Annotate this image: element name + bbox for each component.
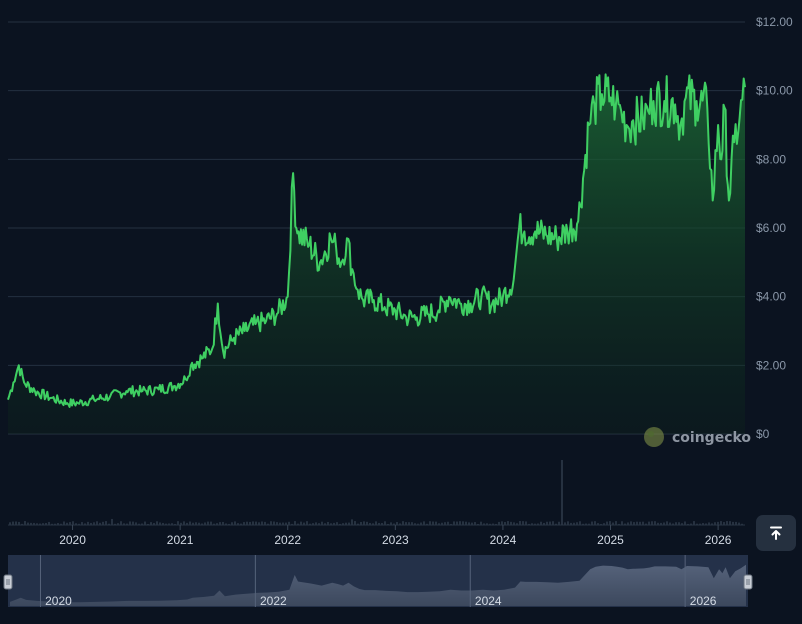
y-tick-label: $2.00 (756, 358, 786, 372)
grid-lines (8, 21, 745, 435)
x-tick-label: 2020 (59, 533, 86, 547)
x-tick-label: 2021 (167, 533, 194, 547)
brand-name: coingecko (672, 430, 751, 446)
y-tick-label: $10.00 (756, 84, 793, 98)
arrow-up-to-line-icon (770, 526, 782, 540)
y-tick-label: $0 (756, 427, 770, 441)
price-area (8, 74, 745, 435)
x-tick-label: 2025 (597, 533, 624, 547)
navigator-area (10, 564, 746, 606)
navigator-tick-label: 2022 (260, 594, 287, 608)
y-tick-label: $8.00 (756, 152, 786, 166)
x-tick-label: 2023 (382, 533, 409, 547)
price-line (7, 73, 746, 408)
range-navigator[interactable]: 2020 2022 2024 2026 (3, 555, 753, 608)
y-tick-label: $12.00 (756, 15, 793, 29)
y-tick-label: $4.00 (756, 290, 786, 304)
navigator-tick-label: 2024 (475, 594, 502, 608)
x-tick-label: 2022 (274, 533, 301, 547)
volume-bars (9, 460, 743, 525)
x-tick-label: 2026 (705, 533, 732, 547)
navigator-tick-label: 2020 (45, 594, 72, 608)
coingecko-watermark: coingecko (644, 427, 751, 447)
x-axis: 2020 2021 2022 2023 2024 2025 2026 (59, 525, 732, 547)
y-tick-label: $6.00 (756, 221, 786, 235)
gecko-icon (644, 427, 664, 447)
navigator-right-handle[interactable] (743, 574, 753, 590)
x-tick-label: 2024 (490, 533, 517, 547)
navigator-tick-label: 2026 (690, 594, 717, 608)
y-axis: $0 $2.00 $4.00 $6.00 $8.00 $10.00 $12.00 (756, 15, 793, 441)
scroll-top-button[interactable] (756, 515, 796, 551)
navigator-left-handle[interactable] (3, 574, 13, 590)
